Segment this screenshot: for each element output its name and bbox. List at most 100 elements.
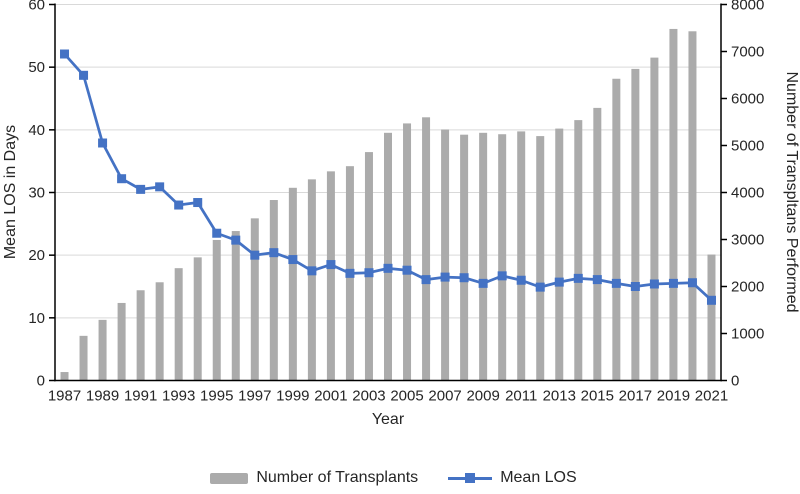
bar-2011 (517, 131, 526, 381)
x-tick-label: 2001 (314, 388, 347, 405)
bar-1996 (231, 231, 240, 381)
line-marker-2004 (383, 263, 393, 273)
x-tick-label: 2007 (428, 388, 461, 405)
x-tick-label: 1993 (162, 388, 195, 405)
bar-1997 (250, 218, 259, 381)
line-marker-2011 (516, 275, 526, 285)
right-tick-label: 6000 (731, 91, 764, 108)
bar-2017 (631, 68, 640, 381)
line-marker-2010 (497, 271, 507, 281)
right-tick-label: 2000 (731, 279, 764, 296)
x-tick-label: 2021 (695, 388, 728, 405)
left-tick-label: 10 (28, 310, 45, 327)
bar-2001 (326, 171, 335, 381)
bar-2013 (555, 128, 564, 381)
line-marker-2014 (573, 273, 583, 283)
line-marker-1987 (60, 49, 70, 59)
line-marker-2006 (421, 275, 431, 285)
x-tick-label: 1991 (124, 388, 157, 405)
bar-2015 (593, 107, 602, 381)
bar-2008 (460, 134, 469, 381)
line-marker-2002 (345, 268, 355, 278)
bar-2009 (479, 132, 488, 381)
line-marker-1993 (174, 200, 184, 210)
bar-2014 (574, 120, 583, 381)
right-tick-label: 1000 (731, 326, 764, 343)
x-axis-title: Year (372, 411, 405, 428)
bar-2010 (498, 134, 507, 381)
bar-2007 (441, 129, 450, 381)
x-tick-label: 2009 (466, 388, 499, 405)
x-tick-label: 2019 (657, 388, 690, 405)
bar-2016 (612, 78, 621, 381)
line-marker-2013 (554, 277, 564, 287)
line-marker-2016 (611, 278, 621, 288)
x-tick-label: 2013 (543, 388, 576, 405)
line-marker-2005 (402, 265, 412, 275)
left-tick-label: 30 (28, 185, 45, 202)
x-tick-label: 2003 (352, 388, 385, 405)
line-marker-2018 (649, 279, 659, 289)
right-tick-label: 3000 (731, 232, 764, 249)
line-marker-1988 (79, 70, 89, 80)
line-marker-2000 (307, 266, 317, 276)
x-tick-label: 1987 (48, 388, 81, 405)
right-tick-label: 7000 (731, 44, 764, 61)
left-axis-title: Mean LOS in Days (2, 125, 19, 259)
bar-2021 (707, 254, 716, 381)
bar-2004 (384, 132, 392, 381)
line-series (60, 49, 716, 305)
left-tick-label: 60 (28, 0, 45, 14)
x-tick-label: 2011 (505, 388, 537, 405)
bar-1989 (98, 319, 107, 381)
line-marker-2015 (592, 275, 602, 285)
x-tick-label: 2017 (619, 388, 652, 405)
bar-1991 (136, 290, 145, 381)
line-marker-1991 (136, 184, 146, 194)
bar-1988 (79, 335, 88, 381)
left-tick-label: 40 (28, 122, 45, 139)
legend-label-mean-los: Mean LOS (500, 469, 577, 486)
bar-2000 (307, 179, 316, 381)
transplants-los-chart: 0 10 20 30 40 50 60 0 1000 2000 3000 4000 5000 6000 70… (2, 0, 800, 428)
legend: Number of Transplants Mean LOS (0, 464, 787, 492)
x-tick-label: 1989 (86, 388, 119, 405)
bar-1990 (117, 302, 126, 381)
line-marker-1999 (288, 255, 298, 265)
line-marker-2021 (706, 295, 716, 305)
right-tick-label: 8000 (731, 0, 764, 14)
bar-1992 (155, 282, 164, 381)
bar-2018 (650, 57, 659, 381)
x-tick-label: 1995 (200, 388, 233, 405)
bar-1999 (288, 187, 297, 381)
tick-labels: 0 10 20 30 40 50 60 0 1000 2000 3000 4000 5000 6000 70… (28, 0, 764, 405)
line-marker-2009 (478, 278, 488, 288)
left-tick-label: 0 (37, 373, 45, 390)
bar-2019 (669, 28, 678, 381)
bar-1998 (269, 200, 278, 381)
line-marker-1994 (193, 198, 203, 208)
right-tick-label: 0 (731, 373, 739, 390)
line-marker-1996 (231, 235, 241, 245)
bar-1994 (193, 257, 202, 381)
right-axis-title: Number of Transpltans Performed (783, 72, 800, 313)
right-tick-label: 4000 (731, 185, 764, 202)
line-marker-2007 (440, 272, 450, 282)
bar-series (60, 28, 716, 381)
bar-swatch-icon (210, 472, 249, 484)
legend-item-transplants: Number of Transplants (210, 469, 418, 487)
bar-1987 (60, 372, 69, 381)
line-marker-2017 (630, 282, 640, 291)
line-marker-2001 (326, 260, 336, 270)
line-marker-2020 (687, 278, 697, 288)
line-swatch-icon (448, 472, 493, 484)
bar-2012 (536, 136, 545, 381)
right-tick-label: 5000 (731, 138, 764, 155)
x-tick-label: 2005 (390, 388, 423, 405)
line-marker-1995 (212, 228, 222, 238)
left-tick-label: 50 (28, 59, 45, 76)
line-marker-1990 (117, 174, 127, 184)
line-marker-1998 (269, 248, 279, 258)
line-marker-1992 (155, 182, 165, 192)
